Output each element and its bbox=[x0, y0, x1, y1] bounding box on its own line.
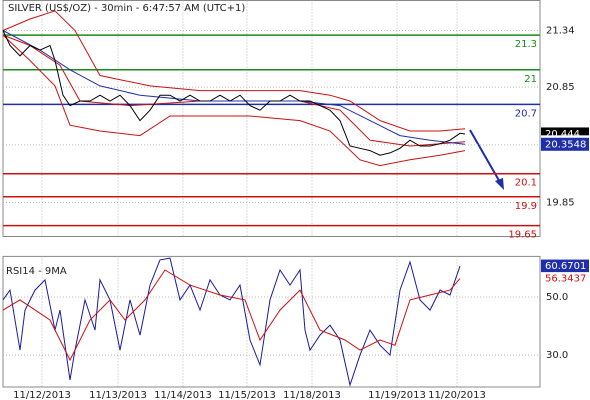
series-line bbox=[2, 257, 461, 387]
level-label: 19.65 bbox=[508, 230, 537, 241]
forecast-arrow-head bbox=[495, 178, 504, 190]
level-label: 21.3 bbox=[515, 39, 537, 50]
series-line bbox=[2, 10, 466, 132]
x-tick-label: 11/12/2013 bbox=[13, 390, 71, 400]
rsi-panel bbox=[2, 255, 541, 388]
series-line bbox=[2, 34, 466, 167]
last-value-label: 20.3548 bbox=[545, 139, 586, 150]
level-label: 20.1 bbox=[515, 178, 537, 189]
y-tick-label: 19.85 bbox=[546, 198, 575, 209]
series-line bbox=[2, 30, 466, 145]
y-tick-label: 50.0 bbox=[546, 292, 568, 303]
last-value-label: 60.6701 bbox=[545, 261, 586, 272]
x-tick-label: 11/18/2013 bbox=[283, 390, 341, 400]
price-panel bbox=[2, 0, 541, 237]
last-value-label: 20.444 bbox=[545, 129, 580, 140]
level-label: 20.7 bbox=[515, 108, 537, 119]
last-value-box bbox=[541, 272, 589, 286]
last-value-box bbox=[541, 137, 589, 151]
rsi-title: RSI14 - 9MA bbox=[6, 266, 67, 277]
x-tick-label: 11/19/2013 bbox=[368, 390, 426, 400]
forecast-arrow bbox=[469, 129, 502, 185]
level-label: 21 bbox=[524, 74, 537, 85]
chart-title: SILVER (US$/OZ) - 30min - 6:47:57 AM (UT… bbox=[8, 3, 245, 14]
last-value-label: 56.3437 bbox=[545, 274, 586, 285]
series-line bbox=[2, 30, 466, 156]
x-tick-label: 11/13/2013 bbox=[89, 390, 147, 400]
x-tick-label: 11/20/2013 bbox=[428, 390, 486, 400]
series-line bbox=[2, 269, 461, 362]
y-tick-label: 20.85 bbox=[546, 82, 575, 93]
last-value-box bbox=[541, 259, 589, 273]
y-tick-label: 21.34 bbox=[546, 26, 575, 37]
x-tick-label: 11/15/2013 bbox=[218, 390, 276, 400]
level-label: 19.9 bbox=[515, 201, 537, 212]
y-tick-label: 30.0 bbox=[546, 350, 568, 361]
x-tick-label: 11/14/2013 bbox=[154, 390, 212, 400]
